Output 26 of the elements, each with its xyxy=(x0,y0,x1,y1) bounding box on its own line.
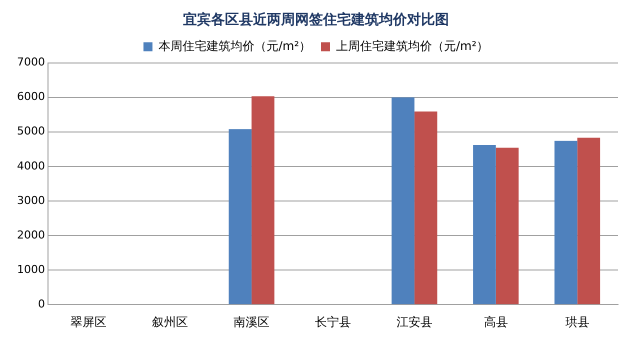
x-tick-label: 长宁县 xyxy=(314,314,351,329)
bar xyxy=(392,97,414,304)
bar xyxy=(473,145,496,304)
legend-label: 上周住宅建筑均价（元/m²） xyxy=(336,38,489,53)
bar xyxy=(252,96,274,304)
y-tick-label: 4000 xyxy=(16,159,45,172)
bar xyxy=(414,112,438,304)
bar xyxy=(228,129,252,304)
bar xyxy=(577,138,600,304)
x-tick-label: 江安县 xyxy=(396,314,432,329)
x-tick-label: 珙县 xyxy=(565,314,590,329)
y-tick-label: 0 xyxy=(38,297,45,310)
y-tick-label: 5000 xyxy=(16,124,45,138)
bar xyxy=(554,140,578,304)
y-tick-label: 6000 xyxy=(16,90,45,104)
x-tick-label: 南溪区 xyxy=(234,314,270,329)
chart-title: 宜宾各区县近两周网签住宅建筑均价对比图 xyxy=(183,11,449,28)
x-tick-label: 叙州区 xyxy=(152,314,188,329)
y-tick-label: 3000 xyxy=(16,194,45,207)
y-tick-label: 7000 xyxy=(16,56,45,69)
legend-label: 本周住宅建筑均价（元/m²） xyxy=(158,38,312,53)
x-tick-label: 翠屏区 xyxy=(70,314,107,329)
bar xyxy=(496,148,519,304)
x-tick-label: 高县 xyxy=(484,314,508,329)
y-tick-label: 2000 xyxy=(16,228,45,242)
y-tick-label: 1000 xyxy=(16,262,45,276)
